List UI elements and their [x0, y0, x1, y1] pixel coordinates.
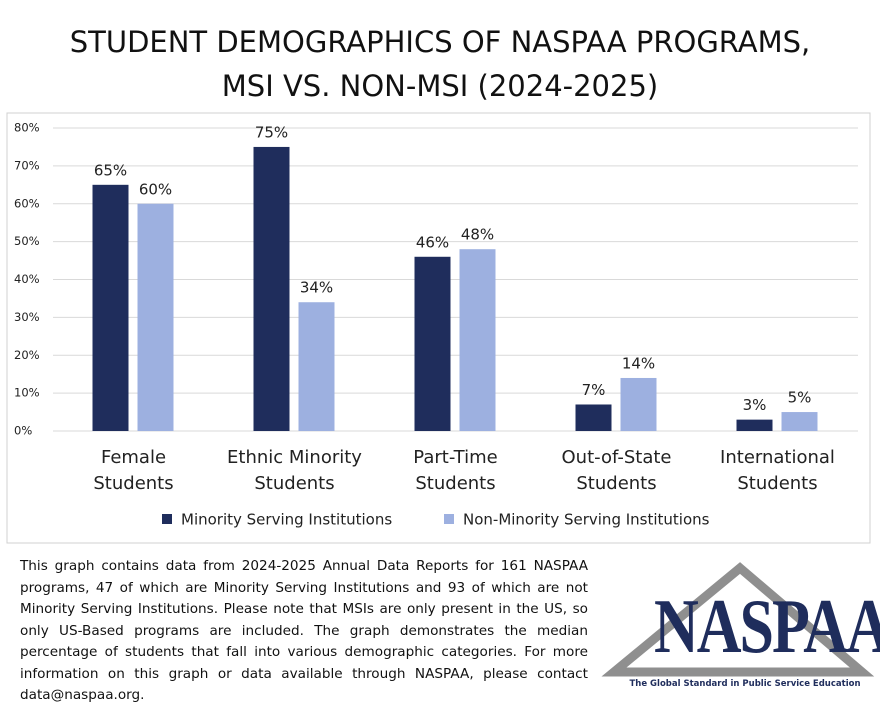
data-label: 65% [94, 161, 127, 179]
x-tick-label: Female Students [93, 447, 174, 494]
logo-tagline: The Global Standard in Public Service Ed… [629, 679, 861, 689]
data-label: 46% [416, 233, 449, 251]
y-tick-label: 70% [14, 158, 40, 172]
data-label: 7% [582, 381, 606, 399]
chart-title: STUDENT DEMOGRAPHICS OF NASPAA PROGRAMS,… [69, 25, 811, 103]
y-tick-label: 0% [14, 424, 32, 438]
y-tick-label: 60% [14, 196, 40, 210]
legend-label: Minority Serving Institutions [181, 511, 392, 529]
y-tick-label: 50% [14, 234, 40, 248]
y-tick-label: 10% [14, 386, 40, 400]
bar [92, 184, 129, 431]
x-tick-label: International Students [720, 447, 835, 494]
y-tick-label: 20% [14, 348, 40, 362]
bar [736, 419, 773, 431]
bar [620, 377, 657, 431]
logo-text: NASPAA [654, 584, 880, 670]
data-label: 60% [139, 180, 172, 198]
x-tick-label: Ethnic Minority Students [227, 447, 362, 494]
chart-frame [6, 112, 871, 544]
bar [137, 203, 174, 431]
data-label: 14% [622, 354, 655, 372]
bar [575, 404, 612, 431]
x-tick-label: Part-Time Students [413, 447, 498, 494]
bar [298, 302, 335, 431]
bar [253, 146, 290, 431]
bar [459, 249, 496, 431]
legend-label: Non-Minority Serving Institutions [463, 511, 710, 529]
bar [781, 412, 818, 431]
y-tick-label: 40% [14, 272, 40, 286]
data-label: 5% [788, 389, 812, 407]
data-label: 48% [461, 226, 494, 244]
logo-triangle [601, 562, 875, 677]
data-label: 3% [743, 396, 767, 414]
bar [414, 256, 451, 431]
footnote: This graph contains data from 2024-2025 … [20, 558, 588, 703]
y-tick-label: 80% [14, 121, 40, 135]
y-tick-label: 30% [14, 310, 40, 324]
legend-swatch [162, 514, 172, 524]
legend-swatch [444, 514, 454, 524]
data-label: 75% [255, 123, 288, 141]
x-tick-label: Out-of-State Students [561, 447, 672, 494]
data-label: 34% [300, 279, 333, 297]
